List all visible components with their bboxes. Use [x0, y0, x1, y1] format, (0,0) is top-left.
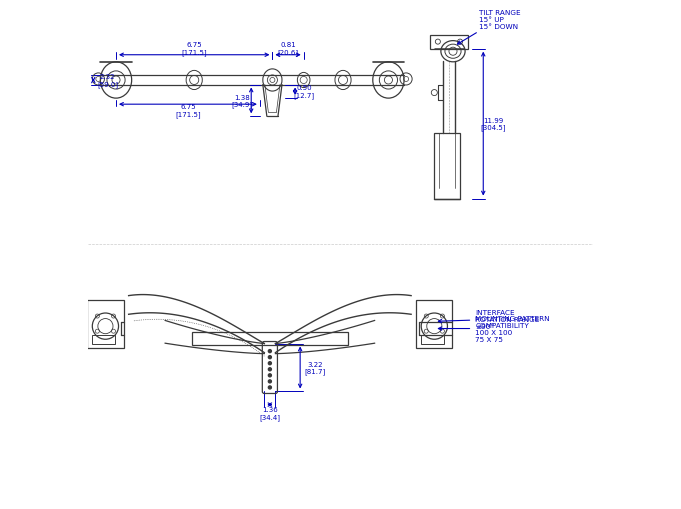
- Circle shape: [268, 380, 272, 383]
- Bar: [416, 300, 452, 348]
- Text: INTERFACE
ROTATION RANGE
±90°: INTERFACE ROTATION RANGE ±90°: [439, 309, 539, 329]
- Text: 0.81
[20.6]: 0.81 [20.6]: [277, 42, 298, 56]
- Bar: [434, 134, 460, 199]
- Text: 0.50
[12.7]: 0.50 [12.7]: [294, 85, 315, 99]
- Text: MOUNTING PATTERN
COMPATIBILITY
100 X 100
75 X 75: MOUNTING PATTERN COMPATIBILITY 100 X 100…: [439, 316, 550, 343]
- Text: 6.75
[171.5]: 6.75 [171.5]: [181, 42, 207, 56]
- Text: 6.75
[171.5]: 6.75 [171.5]: [175, 104, 201, 118]
- Bar: [430, 36, 468, 49]
- Text: 3.22
[81.7]: 3.22 [81.7]: [304, 361, 326, 375]
- Circle shape: [268, 368, 272, 371]
- Text: 1.36
[34.4]: 1.36 [34.4]: [259, 406, 281, 420]
- Text: 1.38
[34.9]: 1.38 [34.9]: [232, 94, 253, 108]
- Text: 11.99
[304.5]: 11.99 [304.5]: [481, 118, 506, 131]
- Bar: [191, 332, 348, 345]
- Circle shape: [268, 356, 272, 359]
- Text: 2.32
[59.0]: 2.32 [59.0]: [97, 74, 118, 88]
- Circle shape: [268, 350, 272, 353]
- Circle shape: [268, 362, 272, 365]
- Text: TILT RANGE
15° UP
15° DOWN: TILT RANGE 15° UP 15° DOWN: [458, 10, 521, 45]
- Circle shape: [268, 386, 272, 389]
- Bar: [87, 300, 123, 348]
- Circle shape: [268, 374, 272, 377]
